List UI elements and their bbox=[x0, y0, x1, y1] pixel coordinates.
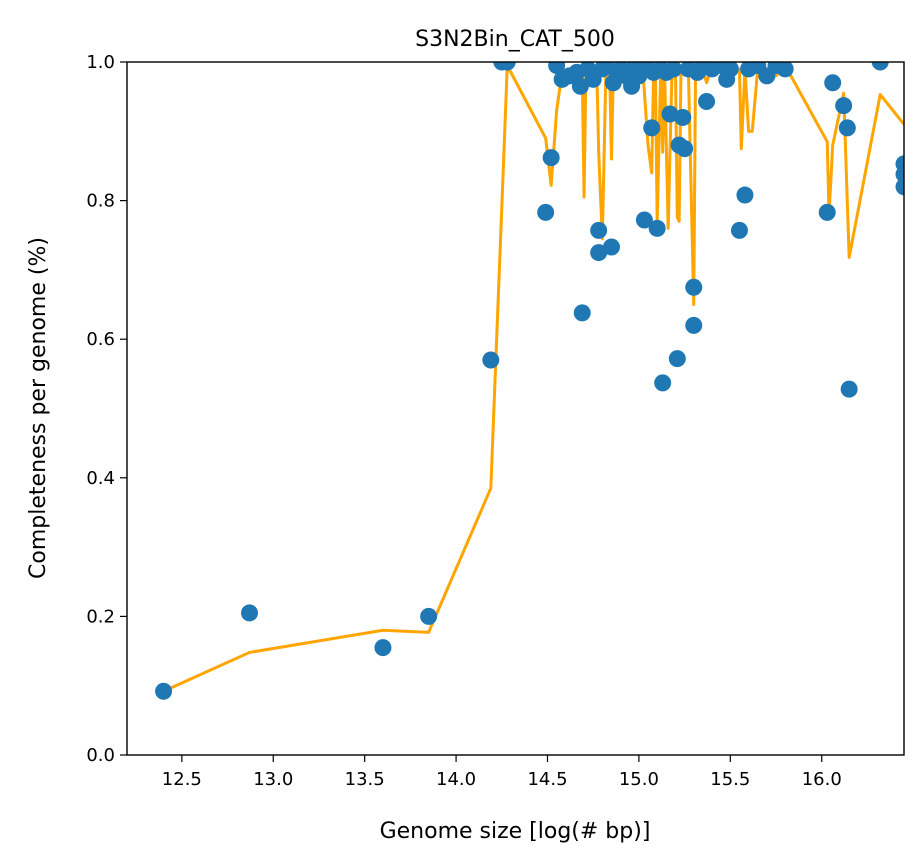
x-tick-label: 12.5 bbox=[162, 769, 202, 790]
x-tick-label: 14.5 bbox=[527, 769, 567, 790]
genome-point bbox=[895, 178, 904, 196]
chart-title: S3N2Bin_CAT_500 bbox=[415, 27, 615, 52]
genome-point bbox=[730, 221, 748, 239]
genome-point bbox=[482, 351, 500, 369]
genome-point bbox=[654, 374, 672, 392]
genome-point bbox=[420, 607, 438, 625]
x-tick-label: 14.0 bbox=[436, 769, 476, 790]
genome-point bbox=[818, 203, 836, 221]
genome-point bbox=[685, 316, 703, 334]
genome-points bbox=[155, 62, 904, 700]
genome-point bbox=[240, 604, 258, 622]
x-tick-label: 13.5 bbox=[345, 769, 385, 790]
y-tick-label: 0.2 bbox=[86, 606, 115, 627]
genome-point bbox=[635, 211, 653, 229]
y-tick-label: 0.8 bbox=[86, 191, 115, 212]
completeness-trend-line bbox=[162, 63, 904, 693]
genome-point bbox=[542, 149, 560, 167]
genome-point bbox=[661, 105, 679, 123]
genome-point bbox=[676, 140, 694, 158]
y-axis-label: Completeness per genome (%) bbox=[26, 237, 51, 579]
genome-point bbox=[590, 244, 608, 262]
genome-point bbox=[736, 186, 754, 204]
genome-point bbox=[824, 74, 842, 92]
genome-point bbox=[685, 278, 703, 296]
genome-point bbox=[374, 639, 392, 657]
genome-point bbox=[537, 203, 555, 221]
x-axis-label: Genome size [log(# bp)] bbox=[380, 819, 651, 844]
genome-point bbox=[571, 77, 589, 95]
genome-point bbox=[573, 304, 591, 322]
genome-point bbox=[643, 119, 661, 137]
y-tick-label: 0.0 bbox=[86, 745, 115, 766]
genome-point bbox=[840, 380, 858, 398]
x-tick-label: 13.0 bbox=[253, 769, 293, 790]
genome-point bbox=[698, 93, 716, 111]
x-tick-label: 15.5 bbox=[710, 769, 750, 790]
genome-point bbox=[721, 62, 739, 78]
genome-point bbox=[648, 219, 666, 237]
y-axis-ticks: 0.0 0.2 0.4 0.6 0.8 1.0 bbox=[86, 52, 127, 766]
y-tick-label: 1.0 bbox=[86, 52, 115, 73]
y-tick-label: 0.6 bbox=[86, 329, 115, 350]
y-tick-label: 0.4 bbox=[86, 468, 115, 489]
genome-point bbox=[590, 221, 608, 239]
x-tick-label: 16.0 bbox=[802, 769, 842, 790]
genome-point bbox=[835, 97, 853, 115]
genome-point bbox=[498, 62, 516, 71]
genome-point bbox=[155, 682, 173, 700]
genome-point bbox=[871, 62, 889, 71]
genome-point bbox=[668, 350, 686, 368]
trend-line bbox=[162, 63, 904, 693]
x-tick-label: 15.0 bbox=[619, 769, 659, 790]
x-axis-ticks: 12.5 13.0 13.5 14.0 14.5 15.0 15.5 16.0 bbox=[162, 755, 842, 790]
plot-frame bbox=[126, 61, 905, 756]
genome-point bbox=[602, 238, 620, 256]
genome-point bbox=[665, 62, 683, 78]
genome-point bbox=[674, 108, 692, 126]
genome-point bbox=[838, 119, 856, 137]
genome-point bbox=[776, 62, 794, 78]
